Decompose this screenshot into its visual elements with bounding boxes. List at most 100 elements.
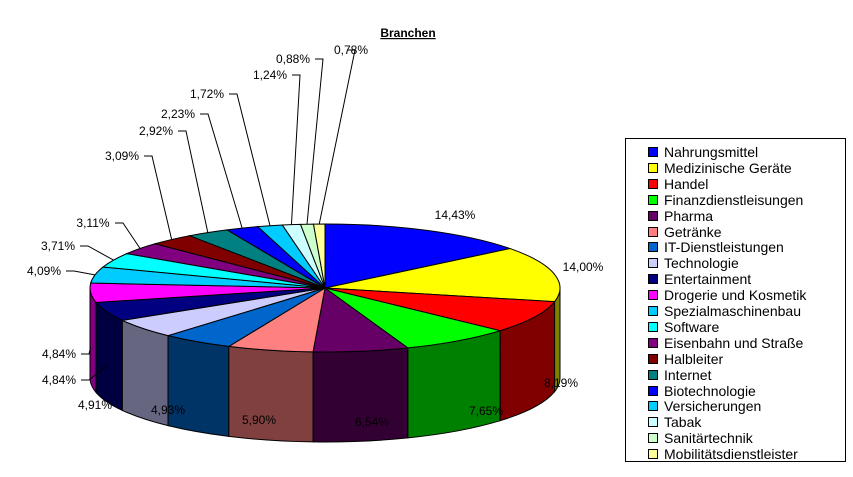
legend-item: Spezialmaschinenbau: [626, 303, 801, 319]
legend-label: Versicherungen: [664, 398, 762, 415]
data-label-19: 0,78%: [334, 43, 368, 57]
legend-swatch: [648, 401, 658, 412]
leader-line-17: [290, 74, 301, 225]
legend-label: Drogerie und Kosmetik: [664, 287, 807, 304]
legend-label: Tabak: [664, 414, 702, 431]
legend-label: Mobilitätsdienstleister: [664, 446, 798, 463]
legend-swatch: [648, 306, 658, 316]
leader-line-15: [200, 113, 243, 229]
legend-label: Eisenbahn und Straße: [664, 334, 804, 351]
data-label-17: 1,24%: [253, 68, 287, 82]
legend-label: Handel: [664, 175, 709, 192]
legend-swatch: [648, 210, 658, 221]
legend-label: Entertainment: [664, 271, 752, 288]
legend-item: Tabak: [626, 414, 701, 430]
pie-slice-1: [324, 248, 561, 303]
legend-swatch: [648, 417, 658, 428]
data-label-18: 0,88%: [276, 52, 310, 66]
legend-item: Biotechnologie: [626, 383, 756, 399]
pie-side-6: [167, 334, 230, 437]
legend-item: Technologie: [626, 255, 739, 271]
legend-label: Internet: [664, 366, 712, 383]
leader-line-10: [66, 270, 96, 276]
leader-line-12: [115, 222, 141, 249]
legend-swatch: [648, 321, 658, 332]
pie-slice-3: [324, 287, 502, 349]
leader-line-18: [306, 58, 324, 225]
legend-label: Software: [664, 318, 720, 335]
leader-line-13: [144, 155, 173, 240]
legend-swatch: [648, 162, 658, 173]
data-label-6: 4,93%: [151, 403, 185, 417]
legend-swatch: [648, 433, 658, 444]
legend-swatch: [648, 178, 658, 189]
legend-label: Spezialmaschinenbau: [664, 303, 801, 319]
legend-item: Eisenbahn und Straße: [626, 335, 803, 351]
data-label-14: 2,92%: [139, 124, 173, 138]
leader-line-8: [81, 365, 107, 381]
data-label-9: 4,84%: [42, 347, 76, 361]
data-label-4: 6,54%: [355, 415, 389, 429]
legend-swatch: [648, 194, 658, 205]
legend-item: Halbleiter: [626, 351, 723, 367]
legend-item: Mobilitätsdienstleister: [626, 446, 798, 462]
legend-label: Finanzdienstleisungen: [664, 191, 804, 208]
data-label-3: 7,65%: [469, 404, 503, 418]
data-label-7: 4,91%: [78, 398, 112, 412]
data-label-5: 5,90%: [242, 413, 276, 427]
leader-line-14: [178, 130, 209, 233]
pie-slice-0: [324, 223, 512, 289]
legend-item: Sanitärtechnik: [626, 430, 753, 446]
data-label-15: 2,23%: [161, 107, 195, 121]
legend-item: Internet: [626, 367, 711, 383]
legend-label: Biotechnologie: [664, 382, 756, 399]
legend-label: Getränke: [664, 223, 722, 240]
data-label-2: 8,19%: [544, 376, 578, 390]
data-label-10: 4,09%: [27, 264, 61, 278]
pie-side-5: [228, 345, 314, 443]
legend-label: Pharma: [664, 207, 714, 224]
pie-slice-2: [324, 287, 556, 332]
data-labels: 14,43% 14,00% 8,19% 7,65% 6,54% 5,90% 4,93% 4,9…: [27, 43, 604, 429]
legend-swatch: [648, 274, 658, 285]
legend-item: Getränke: [626, 224, 722, 240]
data-label-11: 3,71%: [41, 239, 75, 253]
pie-sides: [89, 287, 561, 443]
data-label-0: 14,43%: [435, 208, 476, 222]
legend-item: Software: [626, 319, 719, 335]
legend-label: Technologie: [664, 255, 739, 272]
legend-item: IT-Dienstleistungen: [626, 239, 784, 255]
legend-item: Pharma: [626, 208, 713, 224]
legend-swatch: [648, 449, 658, 460]
legend-swatch: [648, 290, 658, 301]
legend-swatch: [648, 369, 658, 380]
leader-lines: [66, 49, 356, 381]
data-label-12: 3,11%: [76, 216, 109, 230]
chart-title: Branchen: [380, 26, 435, 40]
leader-line-9: [81, 346, 92, 355]
data-label-16: 1,72%: [190, 87, 224, 101]
legend-label: Nahrungsmittel: [664, 144, 759, 160]
legend-swatch: [648, 258, 658, 269]
legend-swatch: [648, 242, 658, 253]
legend-label: IT-Dienstleistungen: [664, 239, 784, 256]
legend-label: Sanitärtechnik: [664, 430, 753, 447]
pie-slice-19: [312, 223, 326, 289]
legend-label: Halbleiter: [664, 350, 724, 367]
legend-label: Medizinische Geräte: [664, 159, 792, 176]
legend-item: Nahrungsmittel: [626, 144, 758, 160]
legend-item: Finanzdienstleisungen: [626, 192, 803, 208]
legend-swatch: [648, 353, 658, 364]
legend-swatch: [648, 337, 658, 348]
legend-item: Handel: [626, 176, 708, 192]
legend-item: Versicherungen: [626, 398, 761, 414]
leader-line-16: [229, 93, 271, 226]
leader-line-11: [80, 245, 114, 261]
data-label-1: 14,00%: [563, 260, 604, 274]
legend-swatch: [648, 385, 658, 396]
legend-swatch: [648, 226, 658, 237]
legend-item: Medizinische Geräte: [626, 160, 792, 176]
data-label-8: 4,84%: [42, 373, 76, 387]
legend-swatch: [648, 147, 658, 157]
